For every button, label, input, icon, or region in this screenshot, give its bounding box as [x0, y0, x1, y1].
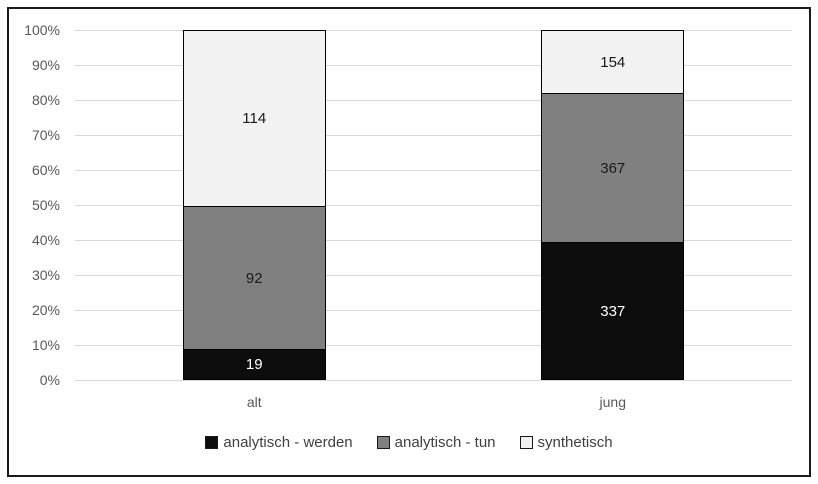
y-tick-label: 0%: [39, 372, 60, 388]
data-label: 337: [600, 302, 626, 320]
gridline-70%: [75, 135, 792, 136]
x-category-label-jung: jung: [599, 394, 626, 410]
data-label: 92: [245, 269, 263, 287]
y-tick-label: 100%: [24, 22, 60, 38]
bar-jung: 154 367 337: [541, 30, 685, 380]
gridline-80%: [75, 100, 792, 101]
gridline-30%: [75, 275, 792, 276]
x-category-label-alt: alt: [246, 394, 262, 410]
legend-swatch-icon: [376, 435, 390, 449]
chart-border: [7, 7, 811, 477]
gridline-60%: [75, 170, 792, 171]
segment-jung-0: 337: [542, 242, 684, 380]
segment-alt-0: 19: [183, 348, 325, 379]
gridline-100%: [75, 30, 792, 31]
y-tick-label: 80%: [31, 92, 60, 108]
y-tick-label: 20%: [31, 302, 60, 318]
legend-item-0: analytisch - werden: [205, 433, 353, 451]
segment-jung-1: 367: [542, 93, 684, 243]
y-tick-label: 60%: [31, 162, 60, 178]
legend-item-1: analytisch - tun: [376, 433, 496, 451]
y-tick-label: 10%: [31, 337, 60, 353]
legend: analytisch - werden analytisch - tun synth…: [0, 432, 818, 452]
data-label: 114: [242, 110, 267, 128]
segment-alt-2: 114: [183, 31, 325, 207]
y-tick-label: 50%: [31, 197, 60, 213]
gridline-20%: [75, 310, 792, 311]
y-tick-label: 30%: [31, 267, 60, 283]
gridline-90%: [75, 65, 792, 66]
legend-swatch-icon: [205, 435, 219, 449]
y-tick-label: 90%: [31, 57, 60, 73]
segment-jung-2: 154: [542, 31, 684, 94]
gridline-50%: [75, 205, 792, 206]
bar-alt: 114 92 19: [182, 30, 326, 380]
legend-label: analytisch - werden: [223, 433, 353, 451]
legend-label: synthetisch: [537, 433, 613, 451]
legend-swatch-icon: [519, 435, 533, 449]
gridline-10%: [75, 345, 792, 346]
gridline-40%: [75, 240, 792, 241]
data-label: 154: [600, 53, 626, 71]
y-tick-label: 70%: [31, 127, 60, 143]
gridline-0%: [75, 380, 792, 381]
segment-alt-1: 92: [183, 206, 325, 349]
data-label: 367: [600, 159, 626, 177]
data-label: 19: [245, 355, 263, 373]
y-tick-label: 40%: [31, 232, 60, 248]
legend-item-2: synthetisch: [519, 433, 613, 451]
legend-label: analytisch - tun: [394, 433, 496, 451]
